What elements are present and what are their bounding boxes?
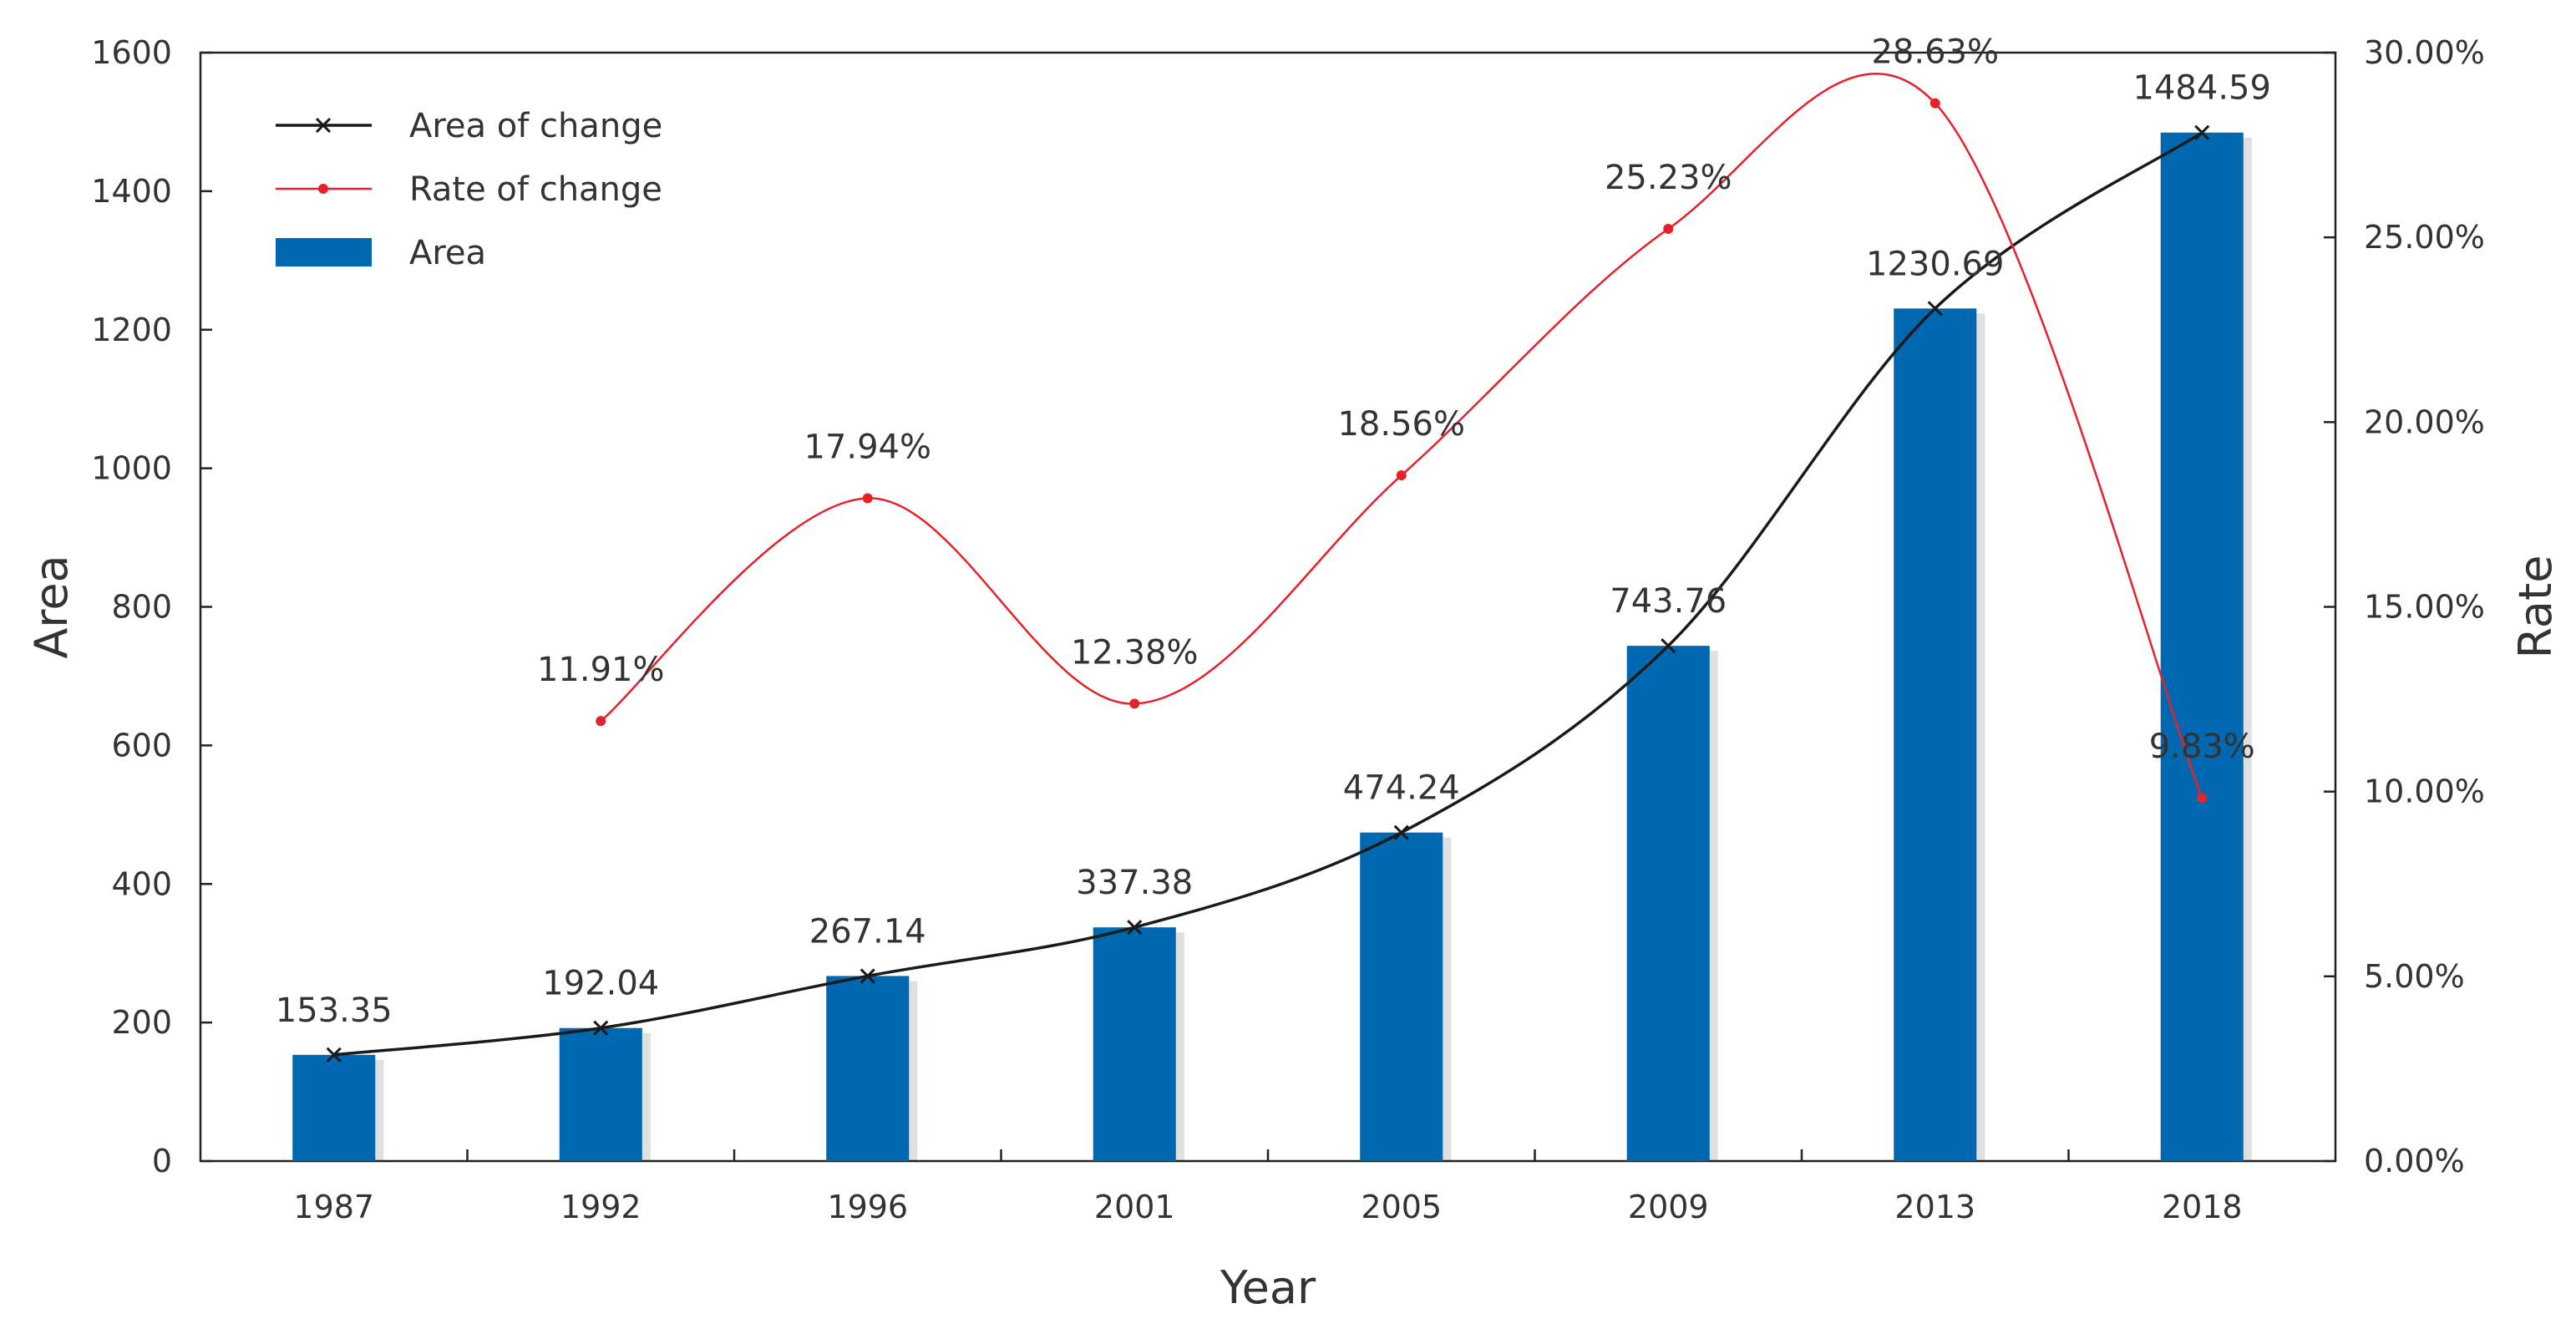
y-tick-label: 1400 (91, 173, 172, 210)
bar (2160, 132, 2244, 1162)
rate-of-change-marker (1929, 98, 1940, 109)
area-data-label: 474.24 (1343, 769, 1460, 808)
marker-stroke (1661, 638, 1676, 654)
y-axis-title: Area (25, 555, 78, 658)
rate-of-change-marker (1663, 223, 1674, 234)
legend-item: Area of change (276, 107, 662, 145)
y-tick-label: 1000 (91, 450, 172, 487)
area-of-change-marker (1127, 920, 1143, 936)
y-tick-label: 400 (111, 865, 172, 902)
bar (1626, 646, 1710, 1161)
bar (1360, 832, 1443, 1161)
area-data-label: 1230.69 (1866, 245, 2004, 283)
y2-tick-label: 0.00% (2364, 1143, 2465, 1179)
x-tick-label: 2005 (1361, 1189, 1442, 1225)
y2-tick-label: 30.00% (2364, 34, 2485, 71)
marker-stroke (2194, 124, 2210, 140)
legend-marker (318, 184, 328, 194)
legend-bar-swatch (276, 238, 372, 266)
y2-tick-label: 10.00% (2364, 773, 2485, 810)
bar (1093, 927, 1176, 1161)
rate-of-change-marker (2197, 793, 2208, 804)
x-tick-label: 2018 (2162, 1189, 2243, 1225)
area-data-label: 153.35 (276, 992, 393, 1030)
rate-data-label: 18.56% (1337, 405, 1465, 444)
rate-of-change-marker (1396, 470, 1407, 481)
bars-layer (292, 132, 2252, 1162)
rate-data-label: 11.91% (537, 651, 665, 689)
area-data-label: 337.38 (1076, 864, 1193, 902)
lines-layer (333, 72, 2203, 1057)
marker-stroke (593, 1020, 609, 1036)
bar (826, 976, 910, 1161)
rate-of-change-marker (1129, 698, 1140, 709)
marker-stroke (1927, 301, 1943, 317)
area-of-change-marker (593, 1020, 609, 1036)
area-data-label: 267.14 (809, 912, 926, 951)
axes-layer: 0 200 400 600 800 1000 1200 1400 1600 0.00% 5.00% 1… (25, 34, 2562, 1314)
x-tick-label: 2013 (1894, 1189, 1975, 1225)
area-data-label: 743.76 (1610, 582, 1727, 621)
legend-item: Area (276, 234, 486, 272)
plot-frame (199, 51, 2337, 1163)
plot-border (199, 51, 2337, 1163)
x-tick-label: 2009 (1628, 1189, 1709, 1225)
markers-layer (326, 98, 2210, 1063)
y2-tick-label: 20.00% (2364, 403, 2485, 440)
y-tick-label: 1200 (91, 312, 172, 348)
x-tick-label: 1987 (293, 1189, 374, 1225)
rate-data-label: 12.38% (1071, 633, 1199, 672)
legend-marker (315, 117, 332, 134)
rate-of-change-marker (596, 716, 606, 727)
marker-stroke (1127, 920, 1143, 936)
y2-axis-title: Rate (2509, 555, 2562, 659)
area-of-change-marker (326, 1047, 342, 1063)
x-tick-label: 1992 (560, 1189, 641, 1225)
y-tick-label: 0 (152, 1143, 172, 1179)
area-of-change-line (333, 131, 2203, 1057)
rate-of-change-line (600, 72, 2203, 799)
y-tick-label: 200 (111, 1004, 172, 1041)
rate-of-change-marker (862, 493, 873, 504)
bar (559, 1027, 642, 1161)
x-tick-label: 2001 (1094, 1189, 1175, 1225)
rate-data-label: 9.83% (2149, 728, 2255, 766)
legend-label: Area of change (409, 107, 662, 145)
marker-stroke (1393, 824, 1409, 840)
legend: Area of change Rate of change Area (276, 107, 662, 272)
area-of-change-marker (1393, 824, 1409, 840)
y2-tick-label: 25.00% (2364, 219, 2485, 256)
legend-label: Rate of change (409, 170, 662, 209)
bar (1894, 308, 1977, 1161)
y-tick-label: 800 (111, 589, 172, 626)
area-of-change-marker (860, 968, 875, 984)
area-data-label: 1484.59 (2133, 69, 2271, 108)
y-tick-label: 1600 (91, 34, 172, 71)
rate-data-label: 28.63% (1871, 33, 1999, 72)
area-of-change-marker (2194, 124, 2210, 140)
marker-stroke (860, 968, 875, 984)
marker-stroke (326, 1047, 342, 1063)
rate-data-label: 25.23% (1605, 159, 1732, 197)
data-labels-layer: 153.35 192.04 267.14 337.38 474.24 743.76 1230… (276, 33, 2271, 1030)
x-axis-title: Year (1220, 1261, 1316, 1314)
bar (292, 1054, 376, 1161)
legend-label: Area (409, 234, 486, 272)
area-data-label: 192.04 (542, 965, 659, 1003)
y2-tick-label: 5.00% (2364, 958, 2465, 995)
area-of-change-marker (1661, 638, 1676, 654)
legend-item: Rate of change (276, 170, 662, 209)
y2-tick-label: 15.00% (2364, 589, 2485, 626)
x-tick-label: 1996 (827, 1189, 908, 1225)
area-of-change-marker (1927, 301, 1943, 317)
y-tick-label: 600 (111, 727, 172, 763)
rate-data-label: 17.94% (804, 428, 931, 466)
